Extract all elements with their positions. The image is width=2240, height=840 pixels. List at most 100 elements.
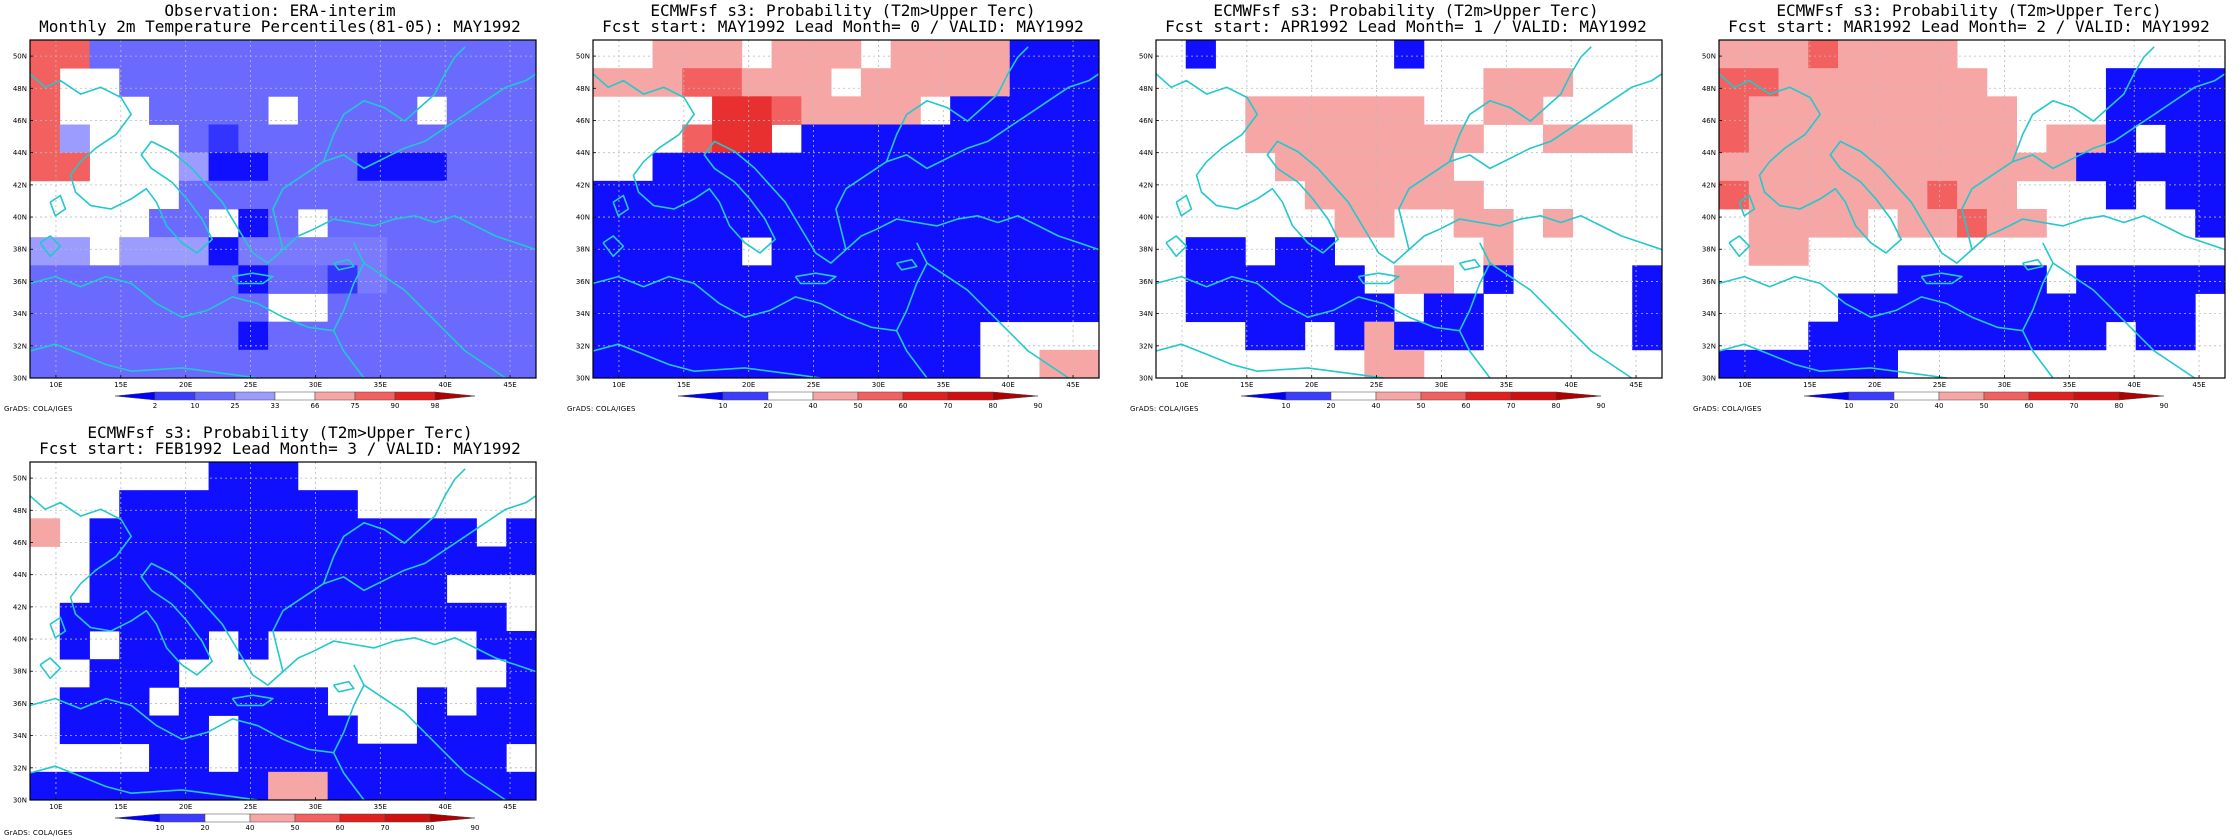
field-cell (178, 265, 209, 294)
field-cell (712, 96, 743, 125)
field-cell (59, 124, 90, 154)
field-cell (178, 574, 209, 604)
legend-swatch (812, 391, 859, 401)
legend-label: 20 (764, 402, 773, 410)
panel-title-line1: Observation: ERA-interim (164, 1, 396, 20)
field-cell (268, 574, 299, 604)
field-cell (920, 40, 951, 69)
field-cell (476, 152, 507, 182)
field-cell (446, 546, 477, 576)
field-cell (149, 96, 180, 125)
legend-label: 66 (311, 402, 320, 410)
field-cell (446, 293, 477, 323)
field-cell (1927, 124, 1958, 154)
field-cell (801, 209, 832, 238)
coastline (332, 752, 365, 801)
field-cell (1009, 237, 1040, 266)
field-cell (387, 321, 418, 351)
field-cell (149, 321, 180, 351)
legend-label: 40 (1935, 402, 1944, 410)
legend-swatch (384, 813, 431, 823)
field-cell (1245, 96, 1276, 125)
field-cell (1185, 40, 1216, 69)
legend-swatch (394, 391, 436, 401)
field-cell (593, 349, 624, 379)
field-cell (1069, 349, 1100, 379)
field-cell (2046, 293, 2077, 323)
field-cell (2016, 265, 2047, 294)
coastline (2011, 46, 2155, 162)
field-cell (1927, 68, 1958, 97)
field-cell (801, 40, 832, 69)
field-cell (1039, 265, 1070, 294)
field-cell (1867, 152, 1898, 182)
field-cell (1986, 321, 2018, 351)
lon-tick-label: 25E (244, 381, 257, 389)
field-cell (327, 180, 358, 210)
field-cell (652, 293, 683, 323)
field-cell (1808, 96, 1839, 125)
lat-tick-label: 40N (576, 214, 590, 222)
field-cell (119, 687, 150, 716)
field-cell (89, 659, 120, 688)
legend-label: 70 (1507, 402, 1516, 410)
field-cell (357, 321, 388, 351)
lon-tick-label: 45E (1629, 381, 1642, 389)
field-cell (741, 321, 772, 351)
field-cell (357, 602, 388, 632)
field-cell (1778, 209, 1809, 238)
field-cell (1215, 293, 1246, 323)
field-cell (860, 124, 892, 154)
field-cell (476, 265, 507, 294)
credit-text: GrADS: COLA/IGES (4, 829, 73, 837)
field-cell (712, 209, 743, 238)
legend-swatch (857, 391, 904, 401)
field-cell (890, 265, 921, 294)
field-cell (890, 96, 921, 125)
field-cell (801, 349, 832, 379)
field-cell (1009, 209, 1040, 238)
lon-tick-label: 10E (49, 803, 62, 811)
field-cell (890, 180, 921, 210)
field-cell (1453, 209, 1484, 238)
field-cell (387, 124, 418, 154)
field-cell (831, 96, 862, 125)
coastline (1718, 73, 2226, 264)
field-cell (860, 209, 892, 238)
field-cell (178, 743, 209, 773)
field-cell (268, 124, 299, 154)
field-cell (652, 321, 683, 351)
field-cell (622, 349, 653, 379)
field-cell (1334, 209, 1365, 238)
field-cell (771, 152, 802, 182)
grid-lines (1156, 40, 1662, 379)
panel-title-line2: Fcst start: MAY1992 Lead Month= 0 / VALI… (602, 17, 1084, 36)
field-cell (1867, 349, 1898, 379)
coastline (602, 235, 625, 258)
grid-lines (1719, 40, 2225, 379)
coastlines (1155, 46, 1663, 379)
lon-tick-label: 30E (309, 381, 322, 389)
coastline (322, 468, 466, 584)
lat-tick-label: 46N (1139, 117, 1153, 125)
field-cell (476, 180, 507, 210)
field-cell (652, 68, 683, 97)
legend-swatch (767, 391, 814, 401)
panel-title-line2: Fcst start: FEB1992 Lead Month= 3 / VALI… (39, 439, 521, 458)
lat-tick-label: 48N (13, 507, 27, 515)
field-cell (801, 321, 832, 351)
field-cell (506, 715, 537, 745)
field-cell (1897, 321, 1928, 351)
field-cell (1867, 40, 1898, 69)
field-cell (950, 321, 981, 351)
field-cell (741, 124, 772, 154)
credit-text: GrADS: COLA/IGES (1130, 405, 1199, 413)
field-cell (327, 68, 358, 97)
field-cell (357, 237, 388, 266)
field-cell (506, 771, 537, 801)
coastline (2021, 258, 2044, 271)
field-cell (1423, 293, 1455, 323)
lat-tick-label: 30N (1702, 375, 1716, 383)
field-cell (178, 152, 209, 182)
legend-swatch (339, 813, 386, 823)
